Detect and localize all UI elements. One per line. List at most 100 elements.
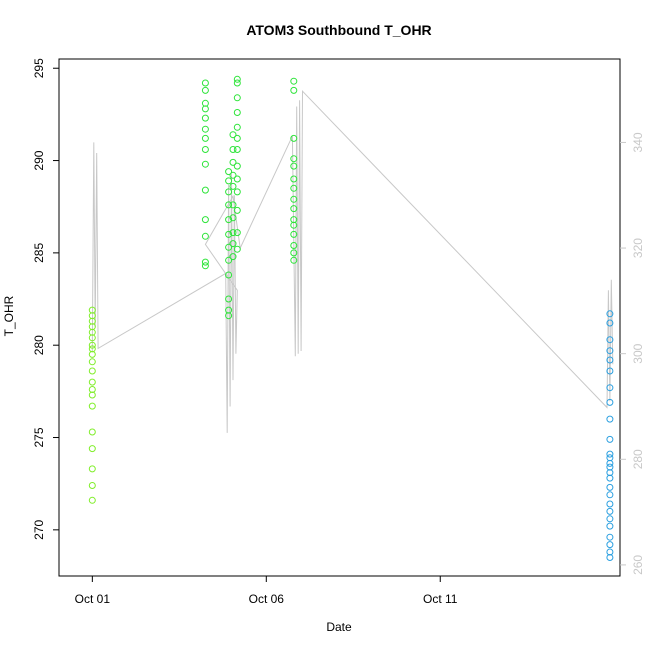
data-point xyxy=(290,184,298,192)
data-point xyxy=(229,131,237,139)
data-point xyxy=(606,310,614,318)
y2-tick-label: 320 xyxy=(631,238,645,258)
data-point xyxy=(290,134,298,142)
data-point xyxy=(201,160,209,168)
data-point xyxy=(201,79,209,87)
data-point xyxy=(229,146,237,153)
data-point xyxy=(606,554,614,561)
data-point xyxy=(201,232,209,240)
y-tick-label: 295 xyxy=(32,58,46,78)
data-point xyxy=(233,175,241,183)
data-point xyxy=(88,391,96,399)
y-tick-label: 290 xyxy=(32,150,46,170)
x-tick-label: Oct 11 xyxy=(423,592,458,606)
data-point xyxy=(229,253,237,261)
data-point xyxy=(606,347,614,355)
data-point xyxy=(229,171,237,179)
data-point xyxy=(229,214,237,222)
points-layer xyxy=(88,75,614,561)
x-tick-label: Oct 06 xyxy=(249,592,285,606)
data-point xyxy=(606,459,614,467)
data-point xyxy=(606,500,614,508)
data-point xyxy=(201,146,209,153)
y-tick-label: 280 xyxy=(32,335,46,355)
data-point xyxy=(606,474,614,482)
data-point xyxy=(229,240,237,248)
data-point xyxy=(225,243,233,251)
data-point xyxy=(233,188,241,196)
data-point xyxy=(201,258,209,266)
data-point xyxy=(606,319,614,327)
x-tick-label: Oct 01 xyxy=(75,592,111,606)
data-point xyxy=(88,482,96,489)
data-point xyxy=(201,86,209,94)
data-point xyxy=(201,125,209,133)
data-point xyxy=(290,195,298,203)
y-tick-label: 270 xyxy=(32,520,46,540)
data-point xyxy=(88,367,96,375)
data-point xyxy=(290,230,298,238)
data-point xyxy=(233,229,241,237)
data-point xyxy=(606,435,614,443)
data-point xyxy=(290,242,298,249)
plot-area xyxy=(58,58,621,577)
data-point xyxy=(201,186,209,194)
data-point xyxy=(233,146,241,153)
data-point xyxy=(290,175,298,183)
data-point xyxy=(88,334,96,342)
x-axis-label: Date xyxy=(326,620,352,634)
data-point xyxy=(233,79,241,87)
data-point xyxy=(233,109,241,116)
data-point xyxy=(88,358,96,366)
y2-tick-label: 300 xyxy=(631,343,645,363)
data-point xyxy=(225,216,233,224)
y2-tick-label: 280 xyxy=(631,449,645,469)
secondary-line-layer xyxy=(91,89,614,433)
data-point xyxy=(88,378,96,386)
data-point xyxy=(290,77,298,85)
data-point xyxy=(229,229,237,237)
data-point xyxy=(88,428,96,436)
data-point xyxy=(88,465,96,473)
y-tick-label: 285 xyxy=(32,243,46,263)
data-point xyxy=(290,162,298,170)
data-point xyxy=(201,105,209,113)
data-point xyxy=(606,491,614,499)
data-point xyxy=(225,271,233,279)
data-point xyxy=(201,114,209,122)
data-point xyxy=(225,168,233,176)
plot-frame xyxy=(58,58,621,577)
data-point xyxy=(606,336,614,344)
data-point xyxy=(233,94,241,102)
data-point xyxy=(606,384,614,392)
data-point xyxy=(88,445,96,453)
y2-tick-label: 260 xyxy=(631,555,645,575)
data-point xyxy=(606,507,614,515)
data-point xyxy=(290,249,298,257)
data-point xyxy=(88,350,96,358)
data-point xyxy=(233,162,241,170)
data-point xyxy=(290,256,298,264)
data-point xyxy=(225,295,233,303)
data-point xyxy=(290,155,298,163)
data-point xyxy=(606,415,614,423)
data-point xyxy=(606,398,614,406)
data-point xyxy=(225,201,233,209)
data-point xyxy=(201,216,209,224)
y-axis-label: T_OHR xyxy=(2,295,16,336)
data-point xyxy=(606,522,614,530)
data-point xyxy=(290,205,298,213)
data-point xyxy=(233,75,241,83)
data-point xyxy=(606,515,614,523)
data-point xyxy=(606,541,614,549)
data-point xyxy=(290,86,298,94)
data-point xyxy=(233,134,241,142)
y2-tick-label: 340 xyxy=(631,132,645,152)
data-point xyxy=(225,256,233,264)
data-point xyxy=(88,341,96,349)
data-point xyxy=(229,158,237,166)
data-point xyxy=(606,450,614,458)
data-point xyxy=(88,496,96,504)
data-point xyxy=(225,312,233,320)
